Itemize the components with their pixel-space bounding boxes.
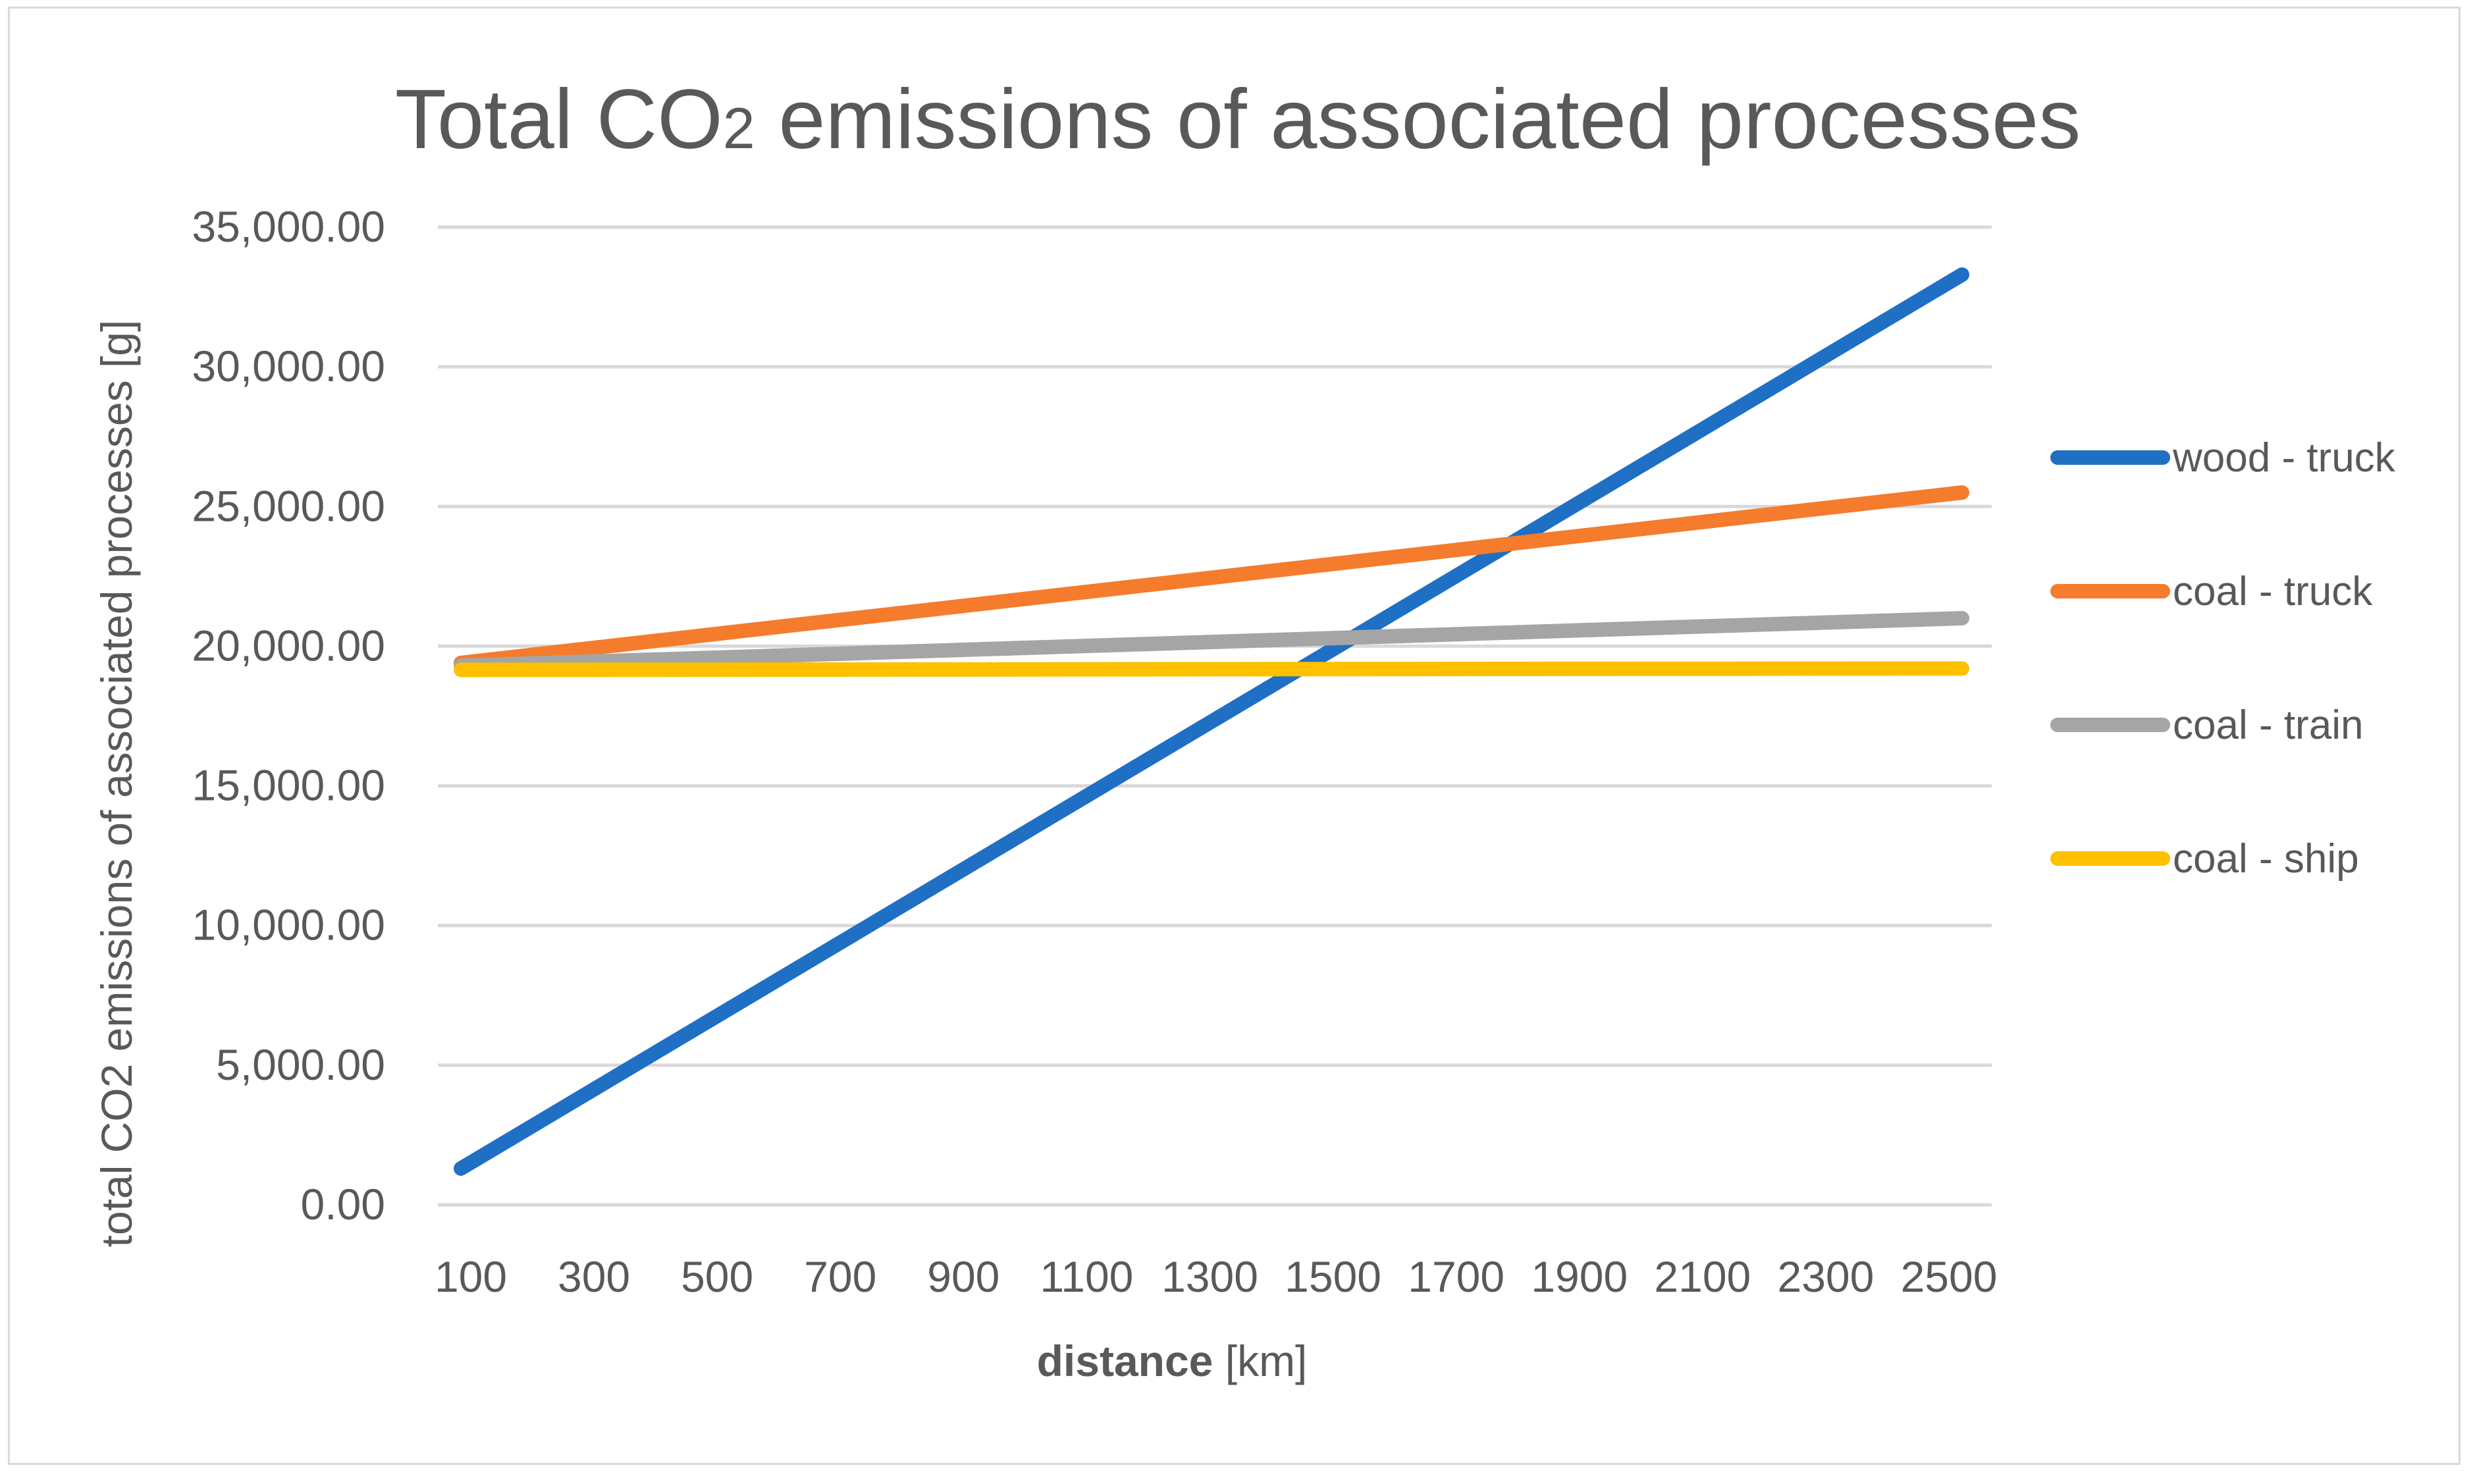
x-axis-title: distance [km] bbox=[1037, 1337, 1308, 1385]
x-tick-label: 1100 bbox=[1040, 1252, 1133, 1301]
x-tick-label: 1500 bbox=[1285, 1252, 1381, 1301]
y-tick-label: 20,000.00 bbox=[192, 621, 385, 670]
y-tick-label: 0.00 bbox=[301, 1180, 385, 1229]
legend-label: wood - truck bbox=[2172, 435, 2396, 481]
legend: wood - truck coal - truck coal - train coal… bbox=[2050, 435, 2396, 882]
legend-label: coal - ship bbox=[2173, 836, 2359, 882]
y-axis-title: total CO2 emissions of associated proces… bbox=[92, 320, 141, 1248]
series-line-coal-train bbox=[454, 611, 1969, 674]
legend-label: coal - truck bbox=[2173, 569, 2373, 614]
series-lines bbox=[454, 267, 1969, 1176]
y-tick-label: 5,000.00 bbox=[216, 1040, 385, 1089]
x-tick-label: 900 bbox=[927, 1252, 999, 1301]
title-subscript: 2 bbox=[723, 95, 755, 161]
x-axis-title-bold: distance bbox=[1037, 1337, 1213, 1385]
series-line-coal-truck bbox=[454, 485, 1969, 670]
title-rest: emissions of associated processes bbox=[755, 72, 2081, 167]
legend-label: coal - train bbox=[2173, 702, 2363, 748]
y-tick-label: 25,000.00 bbox=[192, 481, 385, 530]
y-tick-label: 15,000.00 bbox=[192, 761, 385, 810]
x-tick-label: 100 bbox=[435, 1252, 507, 1301]
y-tick-label: 10,000.00 bbox=[192, 901, 385, 949]
x-axis-title-unit: [km] bbox=[1213, 1337, 1307, 1385]
x-tick-label: 2500 bbox=[1901, 1252, 1998, 1301]
series-line-wood-truck bbox=[454, 267, 1969, 1176]
y-tick-label: 30,000.00 bbox=[192, 342, 385, 390]
x-tick-label: 1700 bbox=[1408, 1252, 1504, 1301]
x-tick-label: 1900 bbox=[1531, 1252, 1628, 1301]
x-tick-label: 700 bbox=[804, 1252, 876, 1301]
y-tick-labels: 0.00 5,000.00 10,000.00 15,000.00 20,000.00 2… bbox=[192, 202, 385, 1229]
series-line-coal-ship bbox=[454, 661, 1969, 677]
x-tick-label: 1300 bbox=[1161, 1252, 1258, 1301]
x-tick-label: 500 bbox=[681, 1252, 753, 1301]
y-tick-label: 35,000.00 bbox=[192, 202, 385, 251]
chart-title: Total CO2 emissions of associated proces… bbox=[395, 72, 2081, 167]
x-tick-labels: 100 300 500 700 900 1100 1300 1500 1700 1900 2100 2… bbox=[435, 1252, 1997, 1301]
x-tick-label: 300 bbox=[558, 1252, 630, 1301]
x-tick-label: 2300 bbox=[1778, 1252, 1875, 1301]
title-main: Total CO bbox=[395, 72, 723, 167]
chart-frame bbox=[8, 7, 2461, 1465]
x-tick-label: 2100 bbox=[1654, 1252, 1751, 1301]
